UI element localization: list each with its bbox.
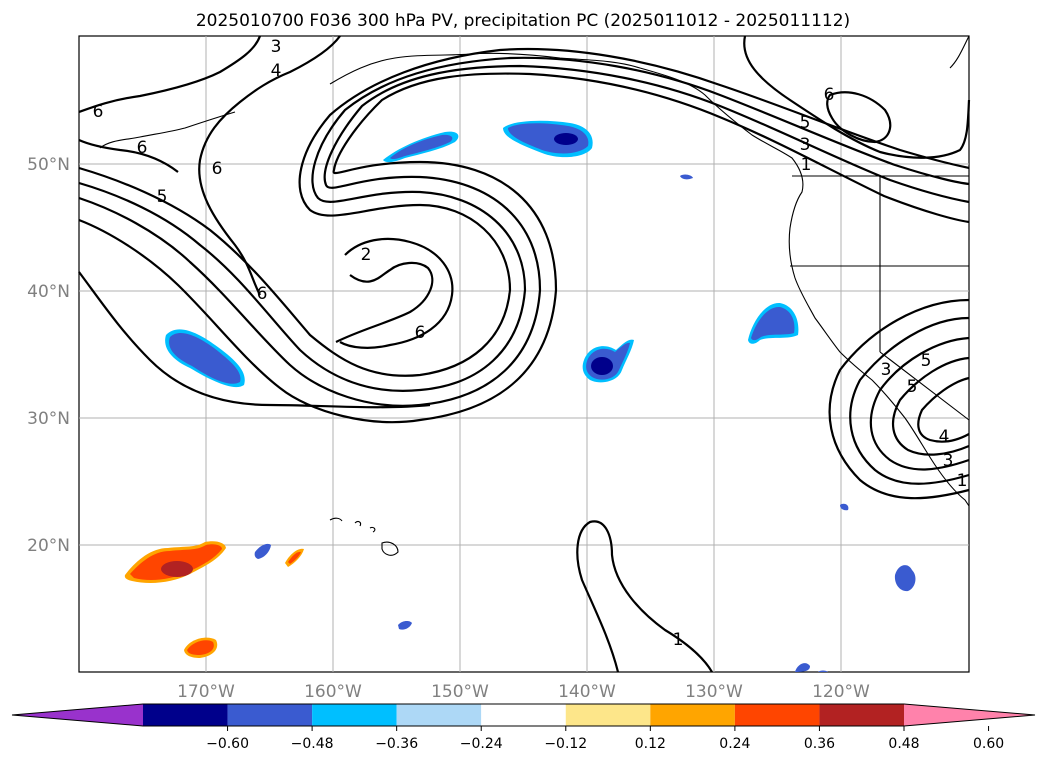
colorbar-segment — [396, 704, 482, 726]
contour-label: 1 — [673, 630, 684, 650]
colorbar-outline — [11, 703, 1036, 727]
contour-label: 4 — [939, 427, 950, 447]
contour-label: 6 — [824, 85, 835, 105]
contour-label: 4 — [271, 61, 282, 81]
colorbar-tick-label: −0.48 — [291, 736, 334, 752]
lat-label: 30°N — [27, 409, 70, 429]
contour-label: 5 — [921, 351, 932, 371]
contour-label: 1 — [957, 471, 968, 491]
colorbar-extend-low — [12, 704, 143, 726]
colorbar-segment — [734, 704, 820, 726]
colorbar-tick-label: 0.36 — [804, 736, 835, 752]
precip-blob-negative — [508, 123, 589, 154]
lon-label: 170°W — [177, 682, 235, 702]
colorbar-segment — [312, 704, 397, 726]
pv-contour — [198, 35, 341, 296]
lon-label: 150°W — [431, 682, 489, 702]
contour-label: 6 — [137, 138, 148, 158]
colorbar-tick-label: −0.24 — [460, 736, 503, 752]
contour-label: 6 — [415, 323, 426, 343]
pv-contour — [339, 237, 454, 349]
pv-contour — [78, 138, 179, 173]
precip-blob-positive — [187, 640, 214, 655]
colorbar-tick-label: 0.12 — [635, 736, 666, 752]
lon-label: 140°W — [558, 682, 616, 702]
precip-shading — [124, 120, 916, 672]
precip-blob-negative — [254, 543, 271, 559]
figure-title: 2025010700 F036 300 hPa PV, precipitatio… — [196, 11, 850, 31]
colorbar-segment — [819, 704, 904, 726]
precip-blob-negative — [894, 565, 916, 592]
pv-contours — [78, 35, 971, 673]
contour-label: 1 — [801, 155, 812, 175]
lon-label: 120°W — [812, 682, 870, 702]
coastline-aleutians — [99, 111, 236, 149]
lat-label: 50°N — [27, 155, 70, 175]
contour-label: 6 — [212, 159, 223, 179]
precip-core-strong-negative — [554, 133, 578, 145]
precip-core-strong-negative — [591, 357, 613, 375]
pv-contour — [78, 271, 431, 409]
latitude-labels: 50°N 40°N 30°N 20°N — [27, 155, 70, 556]
contour-label: 5 — [157, 187, 168, 207]
pv-contour — [335, 261, 434, 343]
precip-blob-negative — [390, 134, 453, 160]
contour-label: 3 — [800, 135, 811, 155]
colorbar-segment — [481, 704, 566, 726]
lon-label: 130°W — [685, 682, 743, 702]
pv-contour — [576, 520, 713, 673]
pv-contour — [743, 35, 971, 159]
pv-contour — [917, 376, 970, 443]
pv-contour — [828, 298, 970, 500]
contour-label: 3 — [943, 451, 954, 471]
precip-blob-negative — [840, 503, 849, 511]
colorbar-segment — [650, 704, 735, 726]
contour-label: 2 — [361, 245, 372, 265]
pv-contour — [891, 356, 970, 456]
colorbar: −0.60 −0.48 −0.36 −0.24 −0.12 0.12 0.24 0.36 0.4… — [11, 703, 1036, 752]
lat-label: 40°N — [27, 282, 70, 302]
colorbar-tick-label: −0.12 — [544, 736, 587, 752]
colorbar-tick-label: 0.24 — [719, 736, 750, 752]
colorbar-extend-high — [904, 704, 1035, 726]
contour-labels: 3 4 6 6 6 5 2 6 6 1 6 5 3 1 3 5 5 4 3 1 — [93, 37, 968, 650]
lat-label: 20°N — [27, 536, 70, 556]
contour-label: 5 — [907, 377, 918, 397]
colorbar-tick-label: −0.60 — [206, 736, 249, 752]
colorbar-segment — [565, 704, 651, 726]
precip-core-strong-positive — [161, 561, 193, 577]
pv-contour — [826, 91, 892, 144]
contour-label: 3 — [881, 360, 892, 380]
pv-contour — [869, 336, 970, 471]
precip-blob-negative — [795, 663, 810, 672]
pv-contour — [849, 316, 970, 485]
colorbar-segment — [143, 704, 228, 726]
colorbar-tick-label: 0.48 — [888, 736, 919, 752]
pv-contour — [78, 56, 970, 392]
coastline-hawaii — [329, 517, 399, 556]
pv-contour — [78, 72, 970, 424]
colorbar-tick-label: 0.60 — [973, 736, 1004, 752]
contour-label: 6 — [257, 284, 268, 304]
precip-blob-negative — [680, 174, 693, 180]
precip-blob-negative — [818, 670, 828, 672]
colorbar-tick-label: −0.36 — [375, 736, 418, 752]
pv-contour — [78, 35, 262, 114]
colorbar-segment — [227, 704, 313, 726]
contour-label: 3 — [271, 37, 282, 57]
pv-contour — [78, 47, 970, 377]
lon-label: 160°W — [304, 682, 362, 702]
precip-blob-negative — [398, 620, 412, 630]
contour-label: 6 — [93, 102, 104, 122]
pv-contour — [78, 64, 970, 407]
longitude-labels: 170°W 160°W 150°W 140°W 130°W 120°W — [177, 682, 870, 702]
precip-blob-positive — [288, 551, 301, 564]
precip-blob-negative — [169, 333, 241, 384]
contour-label: 5 — [800, 113, 811, 133]
precip-blob-negative — [751, 306, 795, 341]
